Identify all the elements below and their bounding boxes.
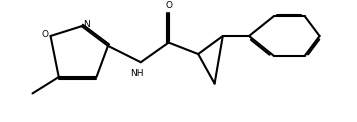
Text: NH: NH bbox=[130, 69, 144, 78]
Text: N: N bbox=[83, 20, 90, 29]
Text: O: O bbox=[41, 30, 48, 39]
Text: O: O bbox=[165, 1, 172, 10]
